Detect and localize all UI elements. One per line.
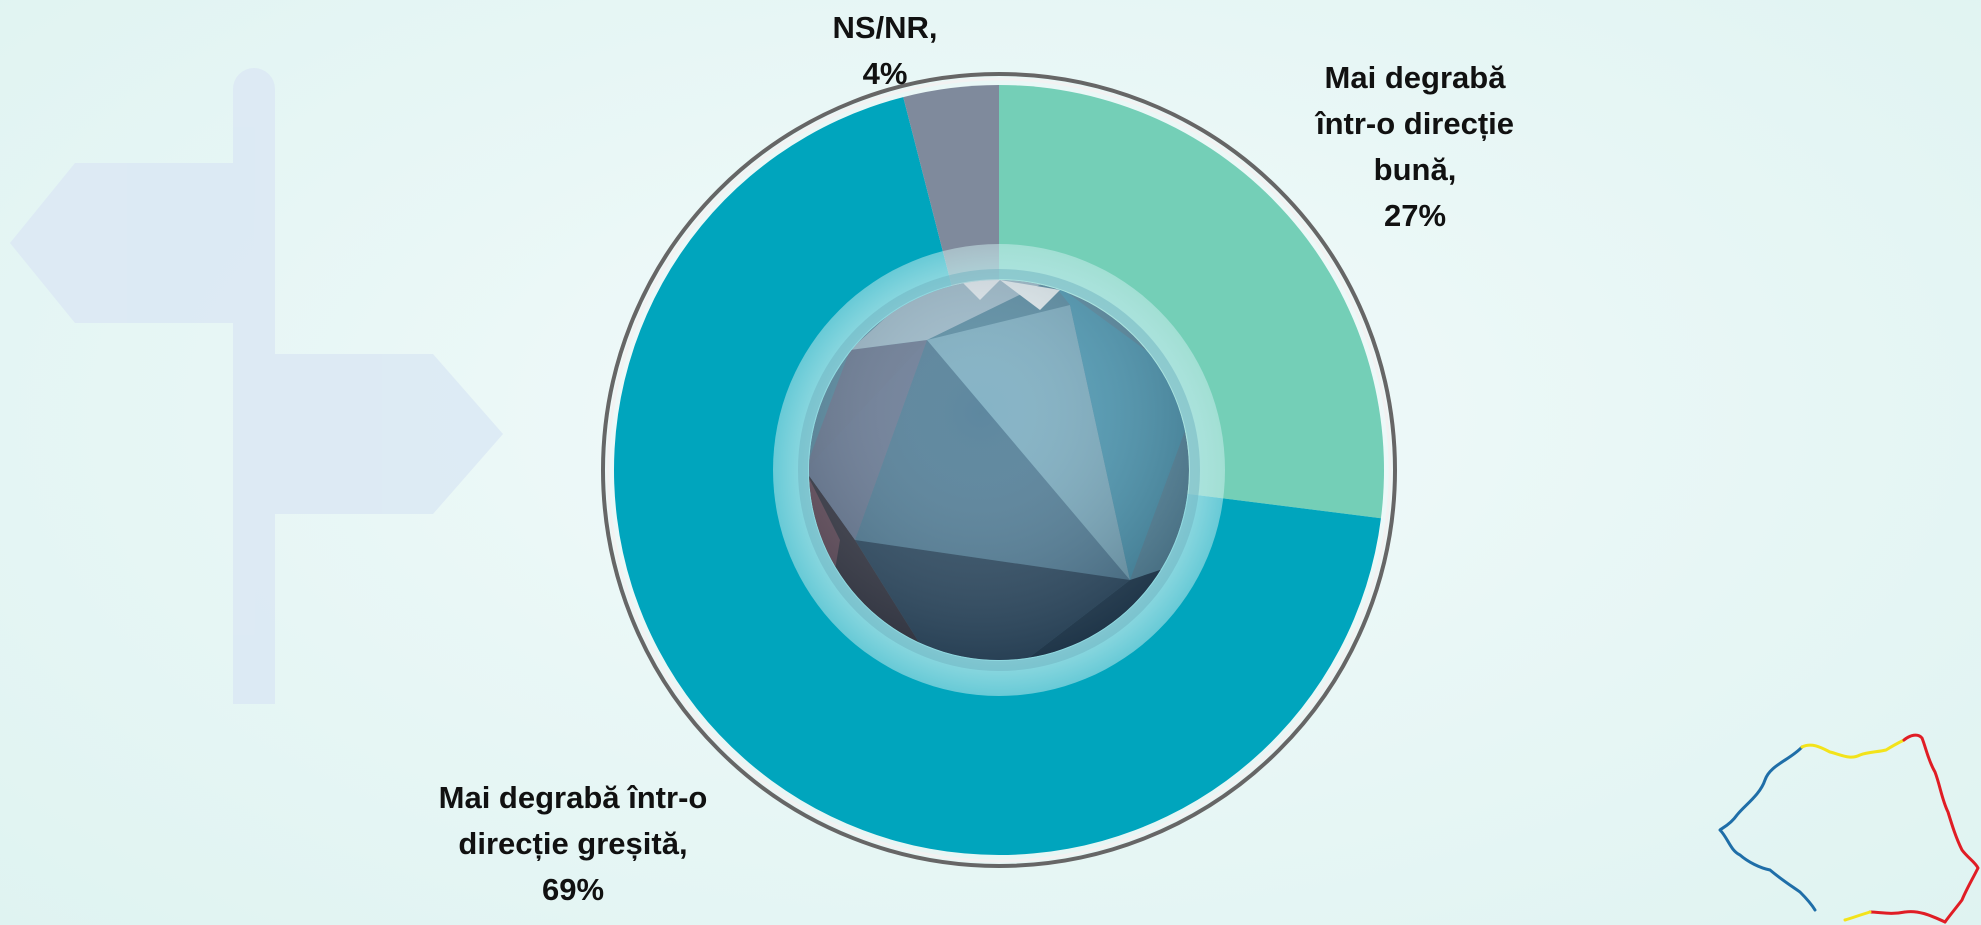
data-label-gresita: Mai degrabă într-o direcție greșită, 69%	[398, 775, 748, 913]
gem-center	[809, 280, 1189, 660]
outer-ring-highlight	[606, 77, 1392, 863]
data-label-nsnr-line2: 4%	[862, 56, 908, 91]
data-label-buna: Mai degrabă într-o direcție bună, 27%	[1285, 55, 1545, 239]
inner-rim-shadow	[798, 269, 1200, 671]
data-label-gresita-line2: direcție greșită,	[458, 826, 688, 861]
data-label-buna-line4: 27%	[1383, 198, 1447, 233]
signpost-icon	[10, 68, 503, 704]
data-label-buna-line3: bună,	[1373, 152, 1457, 187]
data-label-nsnr: NS/NR, 4%	[790, 5, 980, 97]
data-label-buna-line1: Mai degrabă	[1324, 60, 1506, 95]
outer-ring	[601, 72, 1397, 868]
romania-map-icon	[1718, 733, 1980, 924]
data-label-buna-line2: într-o direcție	[1315, 106, 1515, 141]
data-label-nsnr-line1: NS/NR,	[832, 10, 938, 45]
data-label-gresita-line3: 69%	[541, 872, 605, 907]
data-label-gresita-line1: Mai degrabă într-o	[438, 780, 708, 815]
